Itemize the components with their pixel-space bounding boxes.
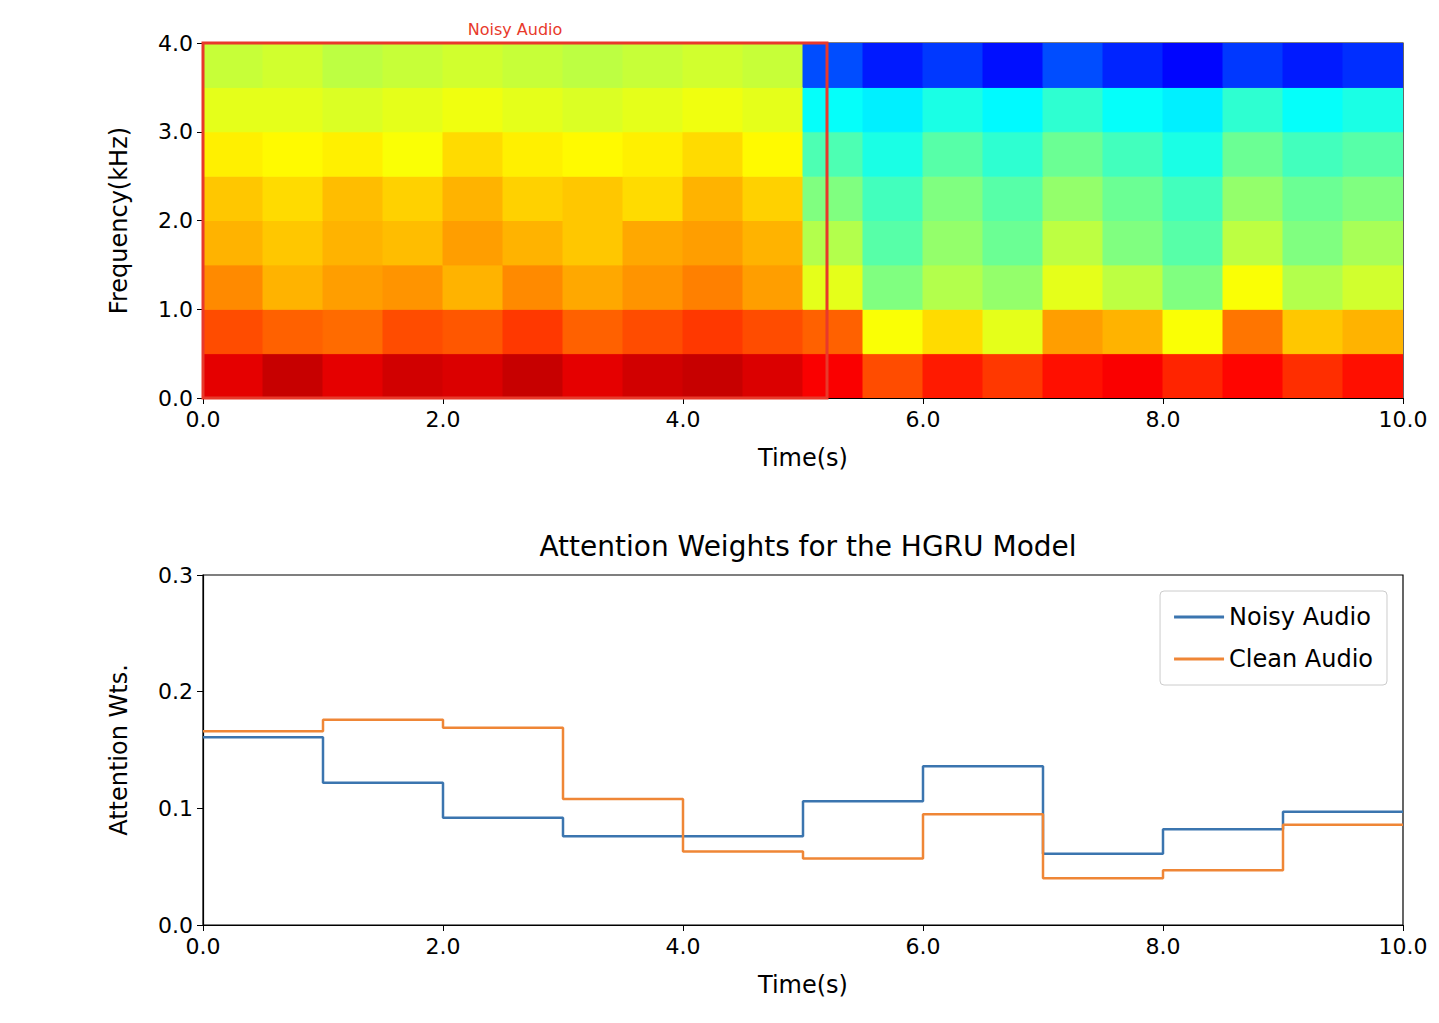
- svg-text:2.0: 2.0: [426, 407, 461, 432]
- svg-text:Frequency(kHz): Frequency(kHz): [105, 127, 133, 314]
- svg-text:0.0: 0.0: [186, 407, 221, 432]
- svg-text:2.0: 2.0: [426, 934, 461, 959]
- svg-text:Time(s): Time(s): [757, 971, 848, 999]
- svg-text:4.0: 4.0: [666, 407, 701, 432]
- svg-text:10.0: 10.0: [1379, 934, 1428, 959]
- svg-text:Noisy Audio: Noisy Audio: [468, 20, 563, 39]
- svg-text:4.0: 4.0: [158, 31, 193, 56]
- svg-text:0.0: 0.0: [158, 912, 193, 938]
- svg-text:6.0: 6.0: [906, 407, 941, 432]
- svg-text:6.0: 6.0: [906, 934, 941, 959]
- svg-text:8.0: 8.0: [1146, 934, 1181, 959]
- svg-text:3.0: 3.0: [158, 119, 193, 144]
- svg-text:0.2: 0.2: [158, 679, 193, 704]
- svg-text:2.0: 2.0: [158, 208, 193, 233]
- svg-text:0.1: 0.1: [158, 796, 193, 821]
- svg-text:0.3: 0.3: [158, 563, 193, 588]
- svg-text:Attention Weights for the HGRU: Attention Weights for the HGRU Model: [539, 530, 1076, 563]
- svg-text:1.0: 1.0: [158, 297, 193, 322]
- svg-text:10.0: 10.0: [1379, 407, 1428, 432]
- svg-text:Noisy Audio: Noisy Audio: [1229, 603, 1371, 631]
- svg-text:8.0: 8.0: [1146, 407, 1181, 432]
- svg-text:0.0: 0.0: [158, 385, 193, 411]
- svg-text:Attention Wts.: Attention Wts.: [105, 664, 133, 836]
- svg-text:Time(s): Time(s): [757, 444, 848, 472]
- svg-text:4.0: 4.0: [666, 934, 701, 959]
- svg-text:Clean Audio: Clean Audio: [1229, 645, 1373, 673]
- svg-text:0.0: 0.0: [186, 934, 221, 959]
